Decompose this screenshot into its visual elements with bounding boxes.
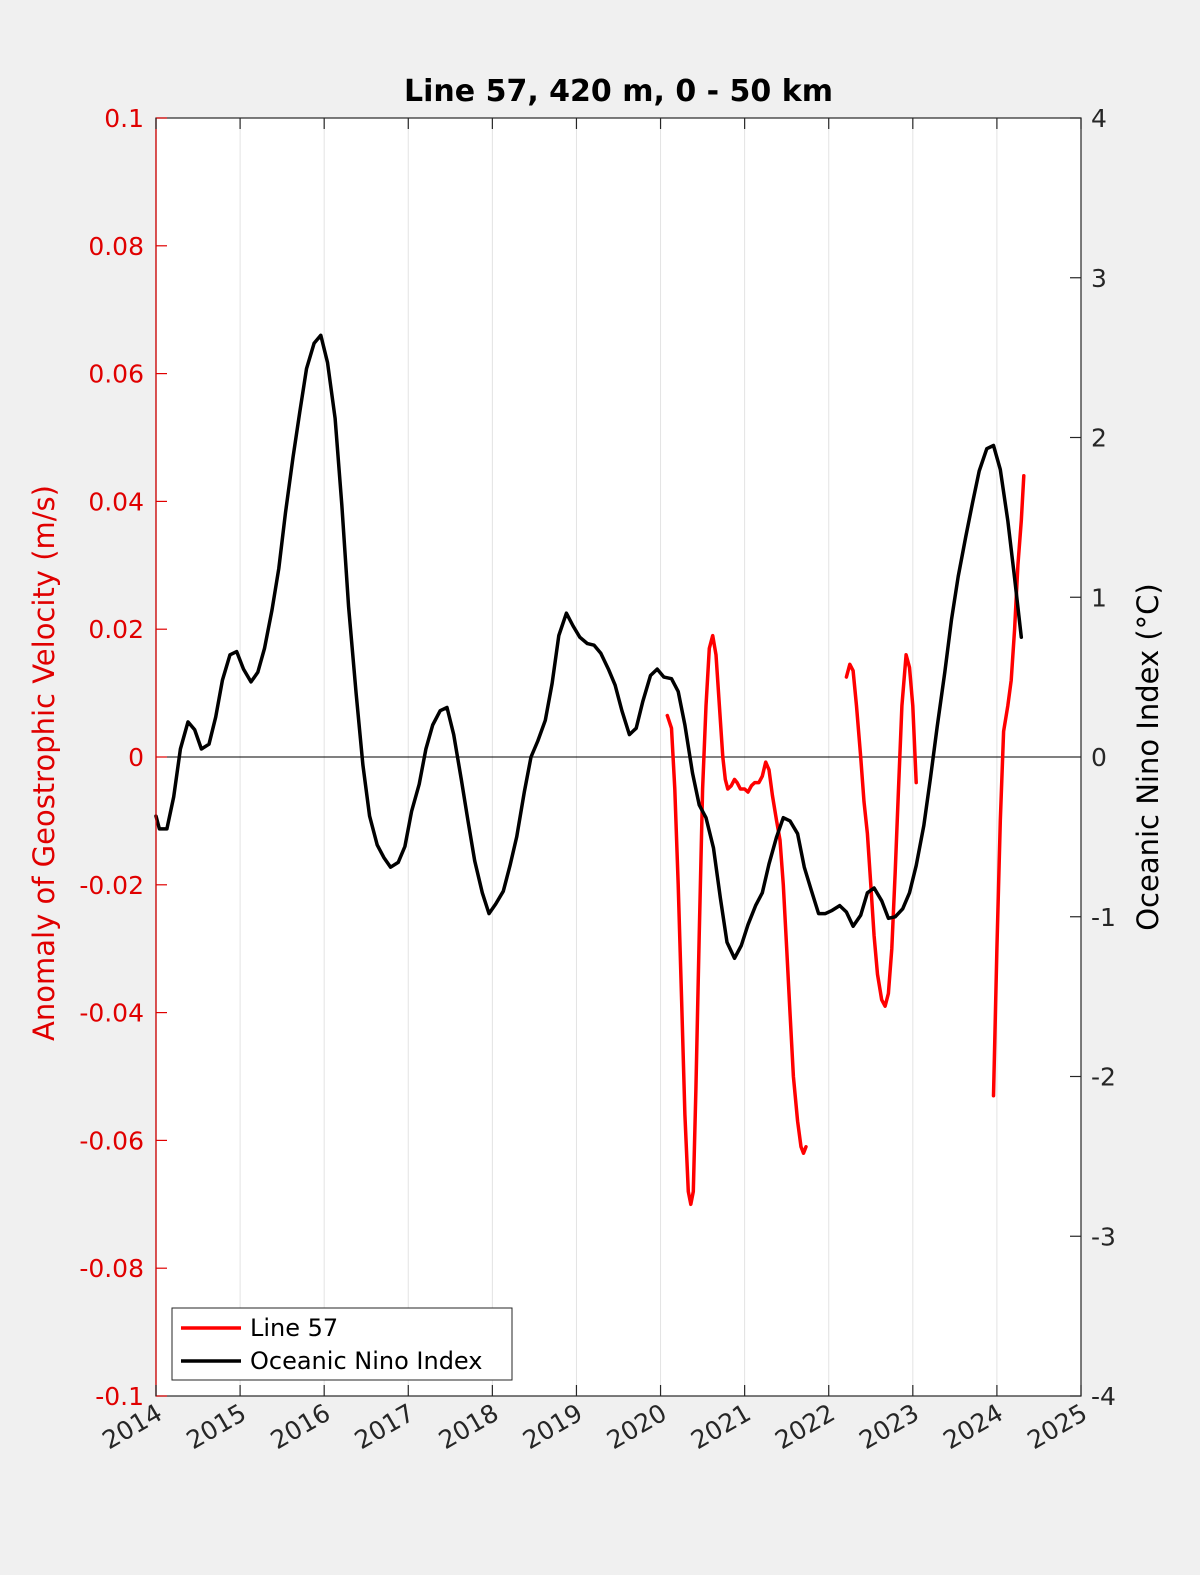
left-tick-label: 0 [128,743,144,772]
series-line57-segment-1 [844,653,918,1008]
right-tick-label: 0 [1091,743,1107,772]
left-tick-label: 0.06 [88,360,144,389]
series-line57-segment-2 [991,474,1026,1098]
left-tick-label: 0.04 [88,487,144,516]
y-axis-label-left: Anomaly of Geostrophic Velocity (m/s) [27,485,61,1041]
right-tick-label: 2 [1091,424,1107,453]
series-layer [154,333,1026,1207]
y-axis-label-right: Oceanic Nino Index (°C) [1131,583,1165,931]
right-tick-label: 3 [1091,264,1107,293]
right-y-axis: 4 3 2 1 0 -1 -2 -3 -4 [1070,104,1116,1411]
legend-label-line57: Line 57 [250,1314,338,1342]
legend: Line 57 Oceanic Nino Index [171,1307,513,1381]
left-tick-label: -0.1 [95,1382,144,1411]
left-tick-label: -0.04 [79,999,144,1028]
right-tick-label: 1 [1091,583,1107,612]
chart-title: Line 57, 420 m, 0 - 50 km [404,74,833,109]
right-tick-label: -1 [1091,903,1116,932]
left-tick-label: 0.1 [104,104,144,133]
right-tick-label: -3 [1091,1222,1116,1251]
left-tick-label: -0.02 [79,871,144,900]
right-tick-label: -2 [1091,1063,1116,1092]
left-tick-label: 0.08 [88,232,144,261]
legend-box [171,1307,513,1381]
left-tick-label: 0.02 [88,615,144,644]
series-oni-segment-0 [154,333,1024,961]
legend-label-oni: Oceanic Nino Index [250,1347,482,1375]
right-tick-label: -4 [1091,1382,1116,1411]
series-line57-segment-0 [665,633,808,1207]
left-y-axis: 0.1 0.08 0.06 0.04 0.02 0 -0.02 -0.04 -0.06 -0.08… [79,104,167,1411]
left-tick-label: -0.08 [79,1254,144,1283]
right-tick-label: 4 [1091,104,1107,133]
left-tick-label: -0.06 [79,1126,144,1155]
